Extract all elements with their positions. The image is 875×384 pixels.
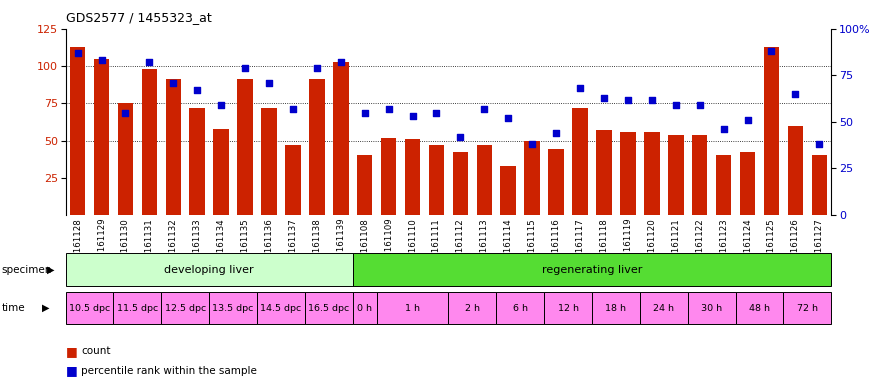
Bar — [620, 132, 635, 215]
Bar — [572, 108, 588, 215]
Text: 12.5 dpc: 12.5 dpc — [164, 304, 206, 313]
Text: 2 h: 2 h — [465, 304, 480, 313]
Text: 0 h: 0 h — [357, 304, 372, 313]
Text: 24 h: 24 h — [654, 304, 675, 313]
Point — [573, 85, 587, 91]
Bar — [165, 79, 181, 215]
Text: 72 h: 72 h — [797, 304, 818, 313]
Point — [812, 141, 826, 147]
Bar — [452, 152, 468, 215]
Bar — [70, 47, 86, 215]
Point — [668, 102, 682, 108]
Bar — [405, 139, 420, 215]
Bar — [309, 79, 325, 215]
Text: 13.5 dpc: 13.5 dpc — [213, 304, 254, 313]
Bar — [788, 126, 803, 215]
Text: 12 h: 12 h — [557, 304, 578, 313]
Bar — [262, 108, 276, 215]
Point — [71, 50, 85, 56]
Point — [310, 65, 324, 71]
Bar — [117, 103, 133, 215]
Point — [405, 113, 419, 119]
Bar — [692, 134, 707, 215]
Point — [238, 65, 252, 71]
Bar — [190, 108, 205, 215]
Point — [358, 109, 372, 116]
Bar — [285, 145, 301, 215]
Text: specimen: specimen — [2, 265, 52, 275]
Text: 48 h: 48 h — [749, 304, 770, 313]
Text: regenerating liver: regenerating liver — [542, 265, 642, 275]
Point — [118, 109, 132, 116]
Bar — [524, 141, 540, 215]
Point — [166, 80, 180, 86]
Point — [453, 134, 467, 140]
Point — [645, 96, 659, 103]
Point — [597, 94, 611, 101]
Bar — [596, 130, 612, 215]
Point — [788, 91, 802, 97]
Bar — [716, 156, 732, 215]
Point — [525, 141, 539, 147]
Text: 6 h: 6 h — [513, 304, 528, 313]
Bar — [94, 59, 109, 215]
Point — [94, 57, 108, 63]
Point — [143, 59, 157, 65]
Text: GDS2577 / 1455323_at: GDS2577 / 1455323_at — [66, 12, 212, 25]
Bar — [764, 47, 780, 215]
Text: 1 h: 1 h — [405, 304, 420, 313]
Bar — [237, 79, 253, 215]
Text: 14.5 dpc: 14.5 dpc — [261, 304, 302, 313]
Bar — [668, 134, 683, 215]
Point — [262, 80, 276, 86]
Text: 16.5 dpc: 16.5 dpc — [308, 304, 349, 313]
Text: 18 h: 18 h — [606, 304, 626, 313]
Point — [333, 59, 347, 65]
Text: ▶: ▶ — [47, 265, 54, 275]
Text: 30 h: 30 h — [701, 304, 722, 313]
Text: ▶: ▶ — [42, 303, 49, 313]
Bar — [644, 132, 660, 215]
Point — [214, 102, 228, 108]
Text: 10.5 dpc: 10.5 dpc — [69, 304, 110, 313]
Text: ■: ■ — [66, 345, 77, 358]
Bar — [811, 156, 827, 215]
Bar — [333, 61, 348, 215]
Point — [478, 106, 492, 112]
Point — [190, 87, 204, 93]
Bar — [739, 152, 755, 215]
Bar — [381, 137, 396, 215]
Bar — [142, 69, 158, 215]
Point — [550, 130, 564, 136]
Point — [717, 126, 731, 132]
Bar — [549, 149, 564, 215]
Text: developing liver: developing liver — [164, 265, 254, 275]
Text: time: time — [2, 303, 25, 313]
Bar — [214, 129, 229, 215]
Point — [740, 117, 754, 123]
Bar — [357, 156, 373, 215]
Point — [382, 106, 396, 112]
Text: 11.5 dpc: 11.5 dpc — [116, 304, 158, 313]
Point — [693, 102, 707, 108]
Bar — [477, 145, 492, 215]
Point — [621, 96, 635, 103]
Bar — [500, 166, 516, 215]
Text: ■: ■ — [66, 364, 77, 377]
Text: percentile rank within the sample: percentile rank within the sample — [81, 366, 257, 376]
Point — [430, 109, 444, 116]
Bar — [429, 145, 444, 215]
Point — [286, 106, 300, 112]
Text: count: count — [81, 346, 111, 356]
Point — [501, 115, 515, 121]
Point — [765, 48, 779, 54]
